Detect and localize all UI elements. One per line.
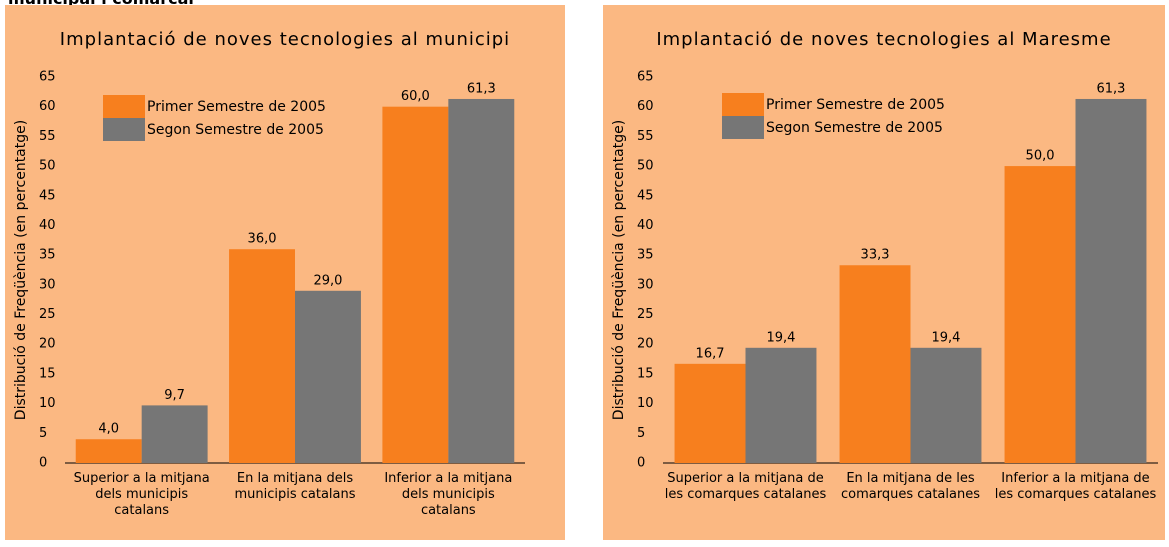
y-tick-label: 5 xyxy=(637,426,645,441)
y-tick-label: 20 xyxy=(637,337,654,352)
chart: Implantació de noves tecnologies al Mare… xyxy=(611,29,1158,471)
y-tick-label: 0 xyxy=(39,456,47,471)
y-tick-label: 10 xyxy=(637,396,654,411)
x-tick-label: Inferior a la mitjana de les comarques c… xyxy=(994,471,1157,502)
y-tick-label: 10 xyxy=(39,396,56,411)
bar xyxy=(295,290,361,463)
y-tick-label: 65 xyxy=(39,70,56,85)
x-tick-label: En la mitjana de les comarques catalanes xyxy=(840,471,980,502)
y-tick-label: 45 xyxy=(637,188,654,203)
x-tick-label: Superior a la mitjana de les comarques c… xyxy=(664,471,827,502)
y-tick-label: 50 xyxy=(39,159,56,174)
value-label: 19,4 xyxy=(766,330,795,345)
chart-title: Implantació de noves tecnologies al Mare… xyxy=(656,29,1111,50)
value-label: 4,0 xyxy=(98,422,119,437)
chart-panel: Implantació de noves tecnologies al muni… xyxy=(5,5,565,540)
value-label: 36,0 xyxy=(248,232,277,247)
value-label: 16,7 xyxy=(696,346,725,361)
y-tick-label: 35 xyxy=(39,248,56,263)
bar xyxy=(674,363,746,463)
bar xyxy=(1075,98,1147,464)
bar xyxy=(141,405,208,463)
y-tick-label: 60 xyxy=(39,99,56,114)
value-label: 19,4 xyxy=(931,330,960,345)
value-label: 9,7 xyxy=(164,388,185,403)
value-label: 61,3 xyxy=(1096,81,1125,96)
y-tick-label: 15 xyxy=(39,366,56,381)
bar xyxy=(229,249,295,463)
value-label: 50,0 xyxy=(1026,149,1055,164)
value-label: 33,3 xyxy=(861,248,890,263)
y-tick-label: 25 xyxy=(637,307,654,322)
chart-panel: Implantació de noves tecnologies al Mare… xyxy=(603,5,1165,540)
y-tick-label: 25 xyxy=(39,307,56,322)
y-tick-label: 55 xyxy=(637,129,654,144)
y-tick-label: 5 xyxy=(39,426,47,441)
value-label: 60,0 xyxy=(401,89,430,104)
value-label: 61,3 xyxy=(467,81,496,96)
legend-swatch xyxy=(722,116,764,139)
heading: municipal i comarcal xyxy=(8,0,194,8)
legend-swatch xyxy=(103,118,145,141)
legend-swatch xyxy=(722,93,764,116)
legend-label: Primer Semestre de 2005 xyxy=(147,99,326,115)
y-tick-label: 15 xyxy=(637,366,654,381)
legend-label: Segon Semestre de 2005 xyxy=(766,120,943,136)
chart-title: Implantació de noves tecnologies al muni… xyxy=(60,29,510,50)
y-axis-label: Distribució de Freqüència (en percentatg… xyxy=(13,120,29,420)
y-axis-label: Distribució de Freqüència (en percentatg… xyxy=(611,120,627,420)
y-tick-label: 55 xyxy=(39,129,56,144)
bar xyxy=(1004,166,1076,464)
chart: Implantació de noves tecnologies al muni… xyxy=(13,29,525,471)
legend-swatch xyxy=(103,95,145,118)
x-tick-label: Inferior a la mitjana dels municipis cat… xyxy=(384,471,513,518)
y-tick-label: 35 xyxy=(637,248,654,263)
y-tick-label: 20 xyxy=(39,337,56,352)
bar xyxy=(745,347,817,463)
legend-label: Primer Semestre de 2005 xyxy=(766,97,945,113)
y-tick-label: 0 xyxy=(637,456,645,471)
bar xyxy=(839,265,911,463)
x-tick-label: Superior a la mitjana dels municipis cat… xyxy=(73,471,210,518)
bar xyxy=(448,98,515,464)
value-label: 29,0 xyxy=(313,273,342,288)
y-tick-label: 65 xyxy=(637,70,654,85)
y-tick-label: 60 xyxy=(637,99,654,114)
x-tick-label: En la mitjana dels municipis catalans xyxy=(234,471,356,502)
legend-label: Segon Semestre de 2005 xyxy=(147,122,324,138)
y-tick-label: 30 xyxy=(39,277,56,292)
y-tick-label: 50 xyxy=(637,159,654,174)
y-tick-label: 40 xyxy=(39,218,56,233)
y-tick-label: 45 xyxy=(39,188,56,203)
bar xyxy=(910,347,982,463)
y-tick-label: 30 xyxy=(637,277,654,292)
y-tick-label: 40 xyxy=(637,218,654,233)
bar xyxy=(75,439,142,463)
bar xyxy=(382,106,449,463)
